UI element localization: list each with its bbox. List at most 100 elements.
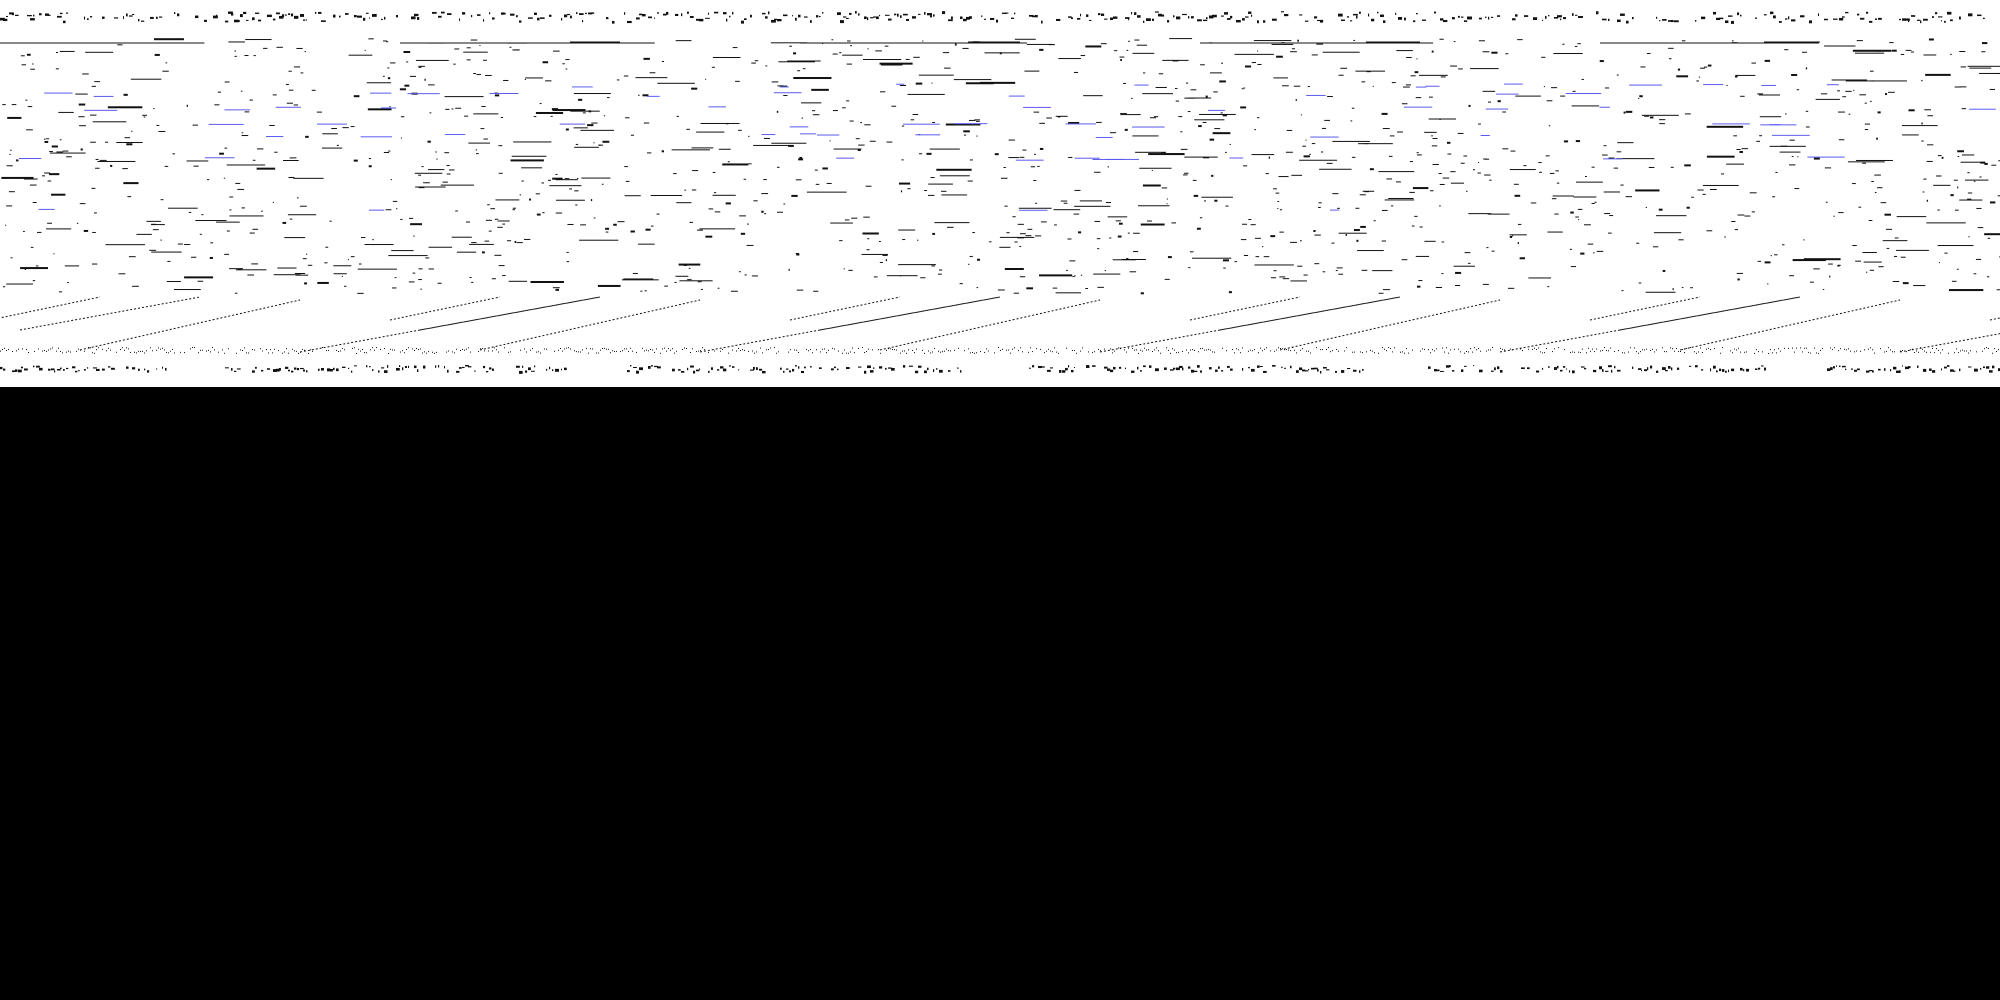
dotted-baseline-fragment	[482, 347, 483, 349]
dotted-baseline-fragment	[732, 349, 733, 351]
garbled-text-fragment	[388, 150, 391, 152]
dotted-baseline-fragment	[1274, 350, 1275, 352]
dotted-baseline-fragment	[1154, 349, 1155, 351]
garbled-text-fragment	[1180, 131, 1183, 133]
garbled-header-fragment	[888, 18, 892, 21]
dotted-baseline-fragment	[1504, 349, 1505, 351]
garbled-text-fragment	[1805, 126, 1810, 128]
dotted-baseline-fragment	[1994, 348, 1995, 350]
garbled-text-fragment	[1967, 192, 1973, 194]
dotted-baseline-fragment	[1732, 352, 1733, 354]
garbled-text-fragment	[358, 263, 362, 265]
garbled-header-fragment	[1662, 19, 1667, 21]
garbled-text-fragment	[675, 275, 689, 277]
garbled-text-fragment	[5, 224, 7, 226]
garbled-text-fragment	[123, 182, 139, 185]
garbled-label-fragment	[378, 370, 380, 373]
garbled-text-fragment	[738, 129, 742, 131]
garbled-text-fragment	[390, 179, 392, 181]
garbled-text-fragment	[1880, 202, 1887, 204]
dotted-baseline-fragment	[1158, 350, 1159, 352]
garbled-label-fragment	[1719, 368, 1722, 372]
dotted-baseline-fragment	[16, 350, 17, 352]
garbled-label-fragment	[1854, 369, 1858, 372]
garbled-text-fragment	[1652, 246, 1659, 248]
garbled-text-fragment	[94, 81, 100, 83]
dotted-baseline-fragment	[1840, 348, 1841, 350]
dotted-baseline-fragment	[662, 348, 663, 350]
dotted-baseline-fragment	[650, 349, 651, 351]
dotted-baseline-fragment	[838, 350, 839, 352]
garbled-text-fragment	[494, 218, 499, 220]
garbled-text-fragment	[555, 288, 560, 291]
garbled-text-fragment	[1291, 174, 1303, 176]
garbled-text-fragment	[418, 174, 422, 176]
dotted-baseline-fragment	[702, 347, 703, 349]
garbled-text-fragment	[1609, 215, 1614, 217]
garbled-label-fragment	[1548, 366, 1550, 368]
garbled-text-fragment	[1189, 251, 1194, 253]
garbled-text-fragment	[288, 89, 294, 91]
dotted-baseline-fragment	[1684, 352, 1685, 354]
garbled-text-fragment	[1353, 229, 1360, 232]
dotted-baseline-fragment	[1804, 347, 1805, 349]
garbled-text-fragment	[1357, 250, 1384, 252]
garbled-label-fragment	[846, 367, 850, 370]
dotted-baseline-fragment	[684, 347, 685, 349]
garbled-text-fragment	[1025, 235, 1032, 237]
garbled-label-fragment	[66, 367, 69, 370]
garbled-text-fragment	[1073, 213, 1080, 215]
garbled-text-fragment	[1415, 97, 1422, 99]
dotted-baseline-fragment	[1448, 352, 1449, 354]
garbled-text-fragment	[2, 286, 6, 288]
garbled-text-fragment	[565, 68, 568, 70]
garbled-text-fragment	[1428, 118, 1457, 120]
garbled-text-fragment	[249, 232, 255, 234]
dotted-baseline-fragment	[1700, 347, 1701, 349]
dotted-baseline-fragment	[42, 350, 43, 352]
garbled-text-fragment	[1137, 205, 1170, 207]
garbled-text-fragment	[391, 287, 397, 289]
garbled-text-fragment	[41, 175, 46, 177]
garbled-link-fragment	[1769, 124, 1781, 126]
garbled-text-fragment	[717, 287, 720, 289]
garbled-text-fragment	[1676, 75, 1689, 78]
garbled-header-fragment	[1173, 15, 1175, 18]
garbled-label-fragment	[285, 366, 289, 369]
garbled-link-fragment	[1306, 94, 1326, 96]
garbled-text-fragment	[1998, 160, 2000, 162]
garbled-text-fragment	[165, 62, 168, 64]
dotted-baseline-fragment	[286, 348, 287, 350]
garbled-text-fragment	[918, 153, 923, 155]
garbled-text-fragment	[316, 111, 322, 113]
garbled-text-fragment	[1133, 232, 1140, 234]
garbled-text-fragment	[1905, 49, 1912, 51]
garbled-text-fragment	[83, 229, 89, 232]
garbled-label-fragment	[1059, 369, 1062, 373]
garbled-text-fragment	[1405, 84, 1412, 86]
garbled-label-fragment	[1947, 365, 1950, 367]
garbled-text-fragment	[1356, 239, 1359, 242]
dotted-baseline-fragment	[94, 352, 95, 354]
dotted-baseline-fragment	[1406, 348, 1407, 350]
diagonal-dotted-line	[1619, 296, 1801, 331]
dotted-baseline-fragment	[604, 347, 605, 349]
garbled-header-fragment	[84, 16, 86, 20]
dotted-baseline-fragment	[158, 347, 159, 349]
garbled-text-fragment	[32, 280, 36, 282]
garbled-text-fragment	[58, 111, 74, 113]
garbled-label-fragment	[1857, 368, 1860, 371]
garbled-text-fragment	[387, 77, 391, 80]
garbled-header-fragment	[492, 17, 495, 20]
garbled-header-fragment	[354, 14, 357, 18]
garbled-label-fragment	[1899, 370, 1901, 373]
garbled-text-fragment	[142, 114, 148, 116]
garbled-header-fragment	[690, 16, 694, 19]
dotted-baseline-fragment	[404, 352, 405, 354]
garbled-text-fragment	[1094, 220, 1101, 222]
garbled-link-fragment	[1074, 157, 1100, 159]
garbled-label-fragment	[132, 367, 136, 370]
garbled-text-fragment	[368, 38, 374, 40]
garbled-header-fragment	[204, 19, 207, 22]
garbled-text-fragment	[329, 220, 332, 222]
